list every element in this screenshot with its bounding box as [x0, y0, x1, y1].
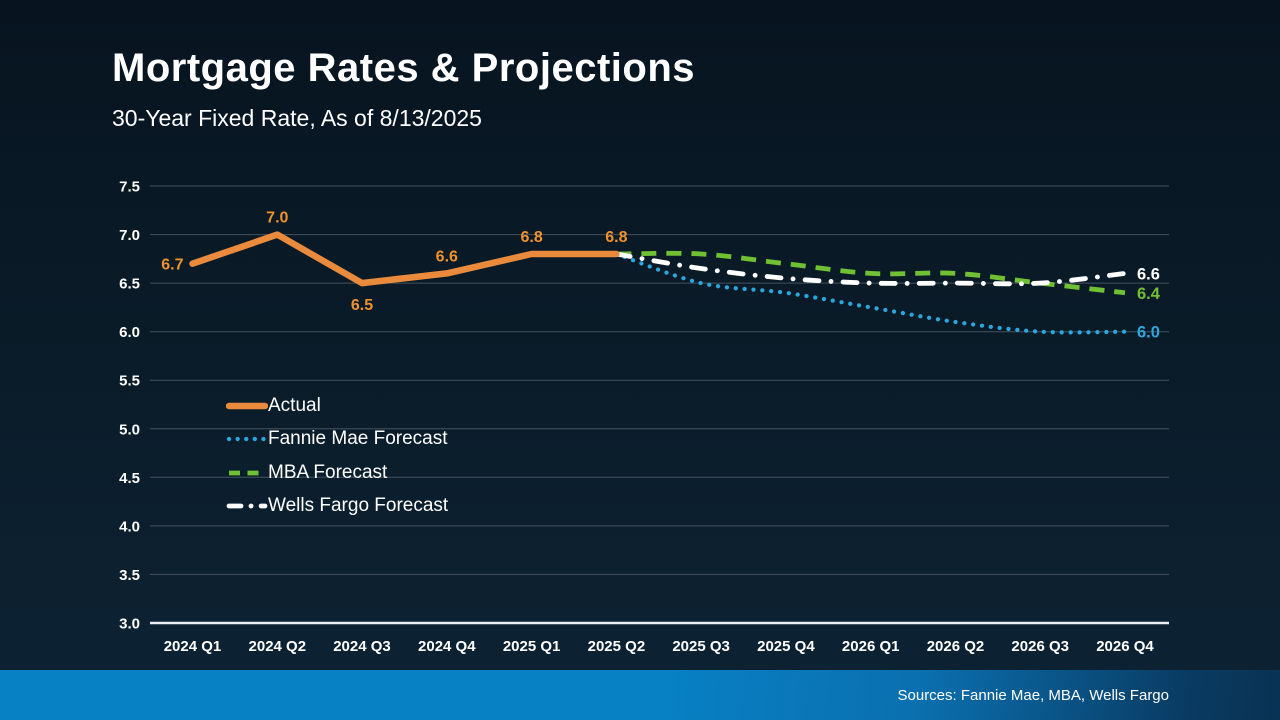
legend-swatch-dashed-line-icon [229, 470, 265, 476]
end-label-mba-forecast: 6.4 [1137, 285, 1161, 303]
x-tick-label: 2026 Q3 [1011, 638, 1069, 655]
legend-label: Fannie Mae Forecast [268, 428, 448, 450]
x-tick-label: 2026 Q2 [927, 638, 985, 655]
x-tick-label: 2025 Q4 [757, 638, 815, 655]
x-tick-label: 2025 Q3 [672, 638, 730, 655]
y-tick-label: 5.5 [119, 373, 140, 390]
data-label-actual: 6.8 [605, 229, 627, 246]
page-title: Mortgage Rates & Projections [112, 46, 696, 90]
legend-swatch-dashdot-line-icon [226, 503, 268, 509]
x-tick-label: 2024 Q4 [418, 638, 476, 655]
x-tick-label: 2026 Q1 [842, 638, 900, 655]
legend-label: Wells Fargo Forecast [268, 495, 449, 517]
y-tick-label: 7.0 [119, 227, 140, 244]
y-tick-label: 6.0 [119, 324, 140, 341]
x-tick-label: 2024 Q3 [333, 638, 391, 655]
series-line-actual [189, 231, 620, 287]
legend-label: Actual [268, 394, 321, 416]
y-tick-label: 5.0 [119, 421, 140, 438]
series-line-fannie-mae-forecast [614, 251, 1128, 335]
data-label-actual: 6.7 [161, 257, 183, 274]
x-tick-label: 2025 Q1 [503, 638, 561, 655]
sources-text: Sources: Fannie Mae, MBA, Wells Fargo [897, 686, 1170, 704]
y-gridlines: 7.5 7.0 6.5 6.0 5.5 5.0 4.5 4.0 3.5 3.0 [119, 179, 1169, 633]
y-tick-label: 6.5 [119, 276, 140, 293]
end-label-wells-fargo-forecast: 6.6 [1137, 265, 1160, 283]
data-label-actual: 6.8 [520, 229, 542, 246]
y-tick-label: 3.0 [119, 616, 140, 633]
y-tick-label: 7.5 [119, 179, 140, 196]
data-label-actual: 7.0 [266, 210, 288, 227]
series-lines [189, 231, 1128, 335]
legend-swatch-dotted-line-icon [226, 437, 268, 442]
y-tick-label: 3.5 [119, 567, 140, 584]
legend-item-actual: Actual [226, 389, 448, 423]
data-label-actual: 6.6 [436, 248, 458, 265]
end-label-fannie-mae-forecast: 6.0 [1137, 324, 1160, 342]
x-axis-labels: 2024 Q1 2024 Q2 2024 Q3 2024 Q4 2025 Q1 2025 … [164, 638, 1155, 655]
y-tick-label: 4.0 [119, 518, 140, 535]
chart-legend: Actual Fannie Mae Forecast MBA Forecast Wel… [226, 389, 448, 523]
legend-item-mba-forecast: MBA Forecast [226, 456, 448, 490]
data-labels: 6.7 7.0 6.5 6.6 6.8 6.8 6.0 6.4 6.6 [161, 210, 1161, 342]
y-tick-label: 4.5 [119, 470, 140, 487]
legend-swatch-solid-line-icon [226, 402, 268, 409]
x-tick-label: 2026 Q4 [1096, 638, 1154, 655]
legend-item-wells-fargo-forecast: Wells Fargo Forecast [226, 490, 448, 524]
data-label-actual: 6.5 [351, 297, 373, 314]
series-line-wells-fargo-forecast [614, 251, 1128, 287]
page-subtitle: 30-Year Fixed Rate, As of 8/13/2025 [112, 105, 482, 131]
x-tick-label: 2024 Q2 [249, 638, 307, 655]
series-line-mba-forecast [616, 250, 1126, 296]
legend-label: MBA Forecast [268, 461, 388, 483]
legend-item-fannie-mae-forecast: Fannie Mae Forecast [226, 423, 448, 457]
footer-bar: Sources: Fannie Mae, MBA, Wells Fargo [0, 670, 1280, 720]
x-tick-label: 2025 Q2 [588, 638, 646, 655]
x-tick-label: 2024 Q1 [164, 638, 222, 655]
